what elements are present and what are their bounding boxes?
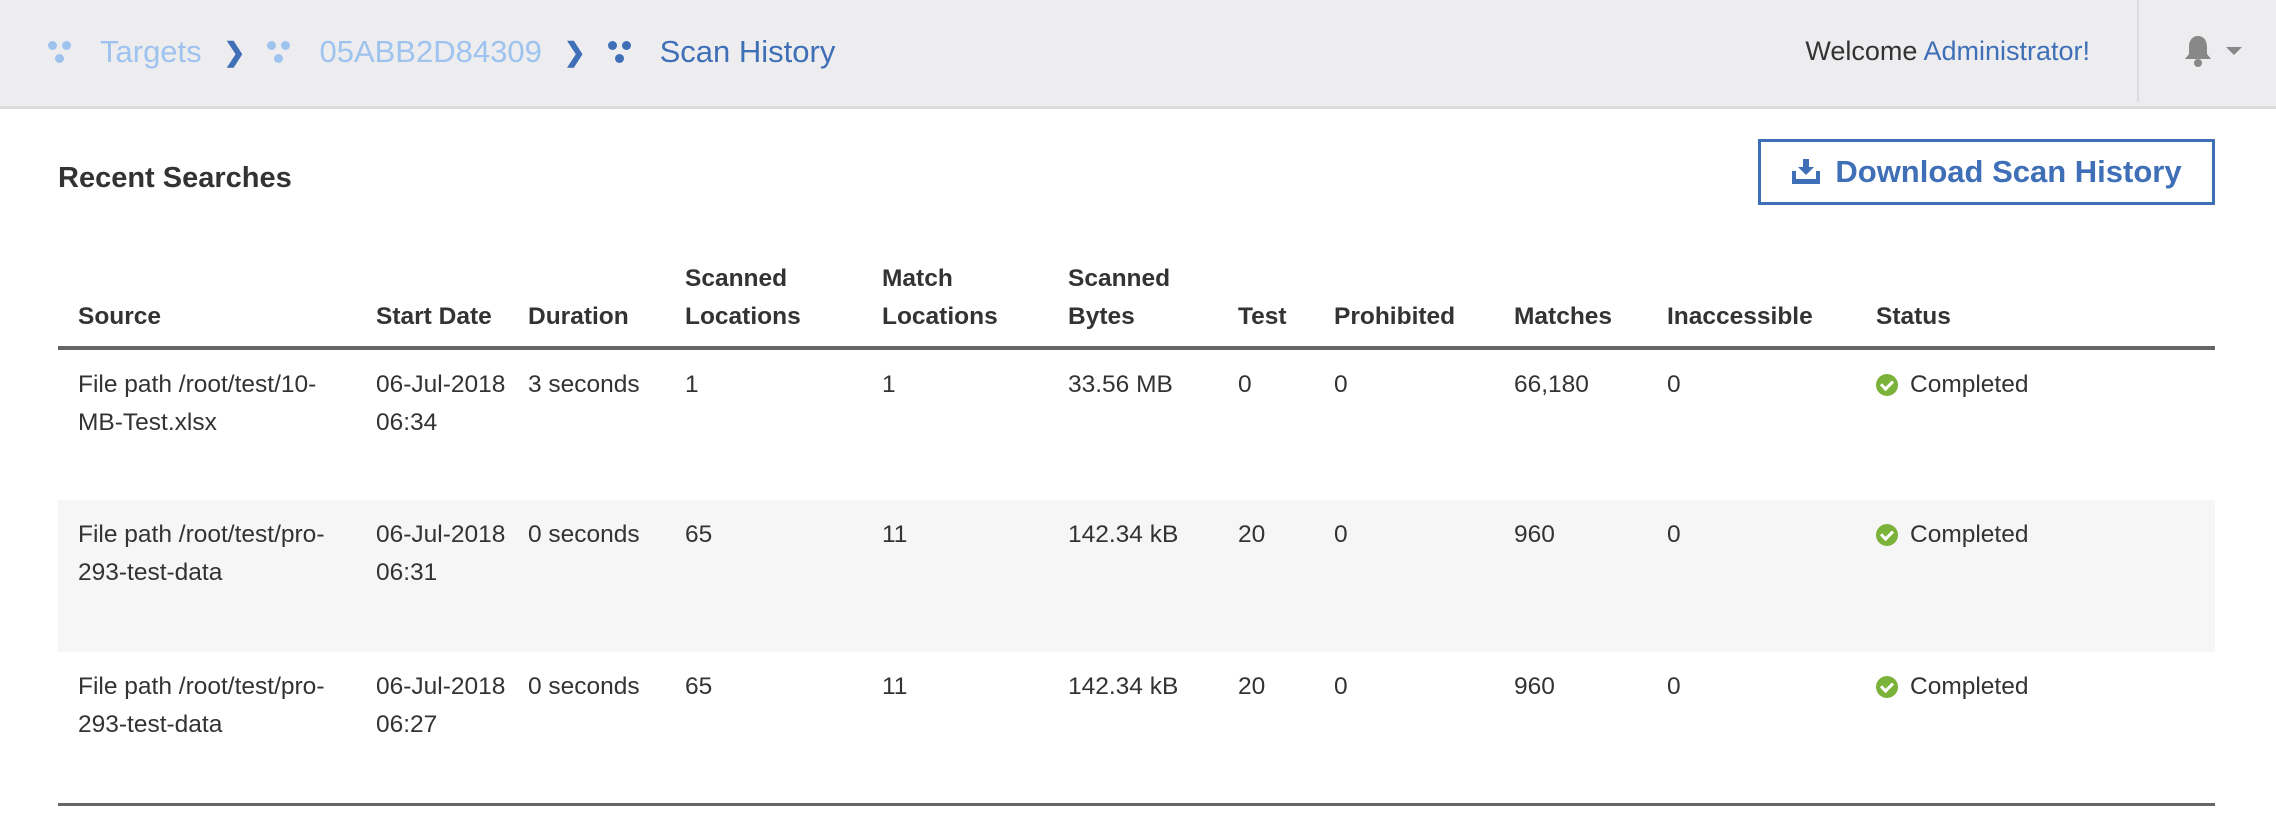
table-row[interactable]: File path /root/test/10-MB-Test.xlsx 06-J… [58, 348, 2215, 500]
table-cell: 0 [1647, 500, 1856, 652]
table-cell: 06-Jul-2018 06:34 [376, 371, 506, 436]
table-cell: 33.56 MB [1068, 371, 1173, 398]
table-cell: 1 [685, 371, 699, 398]
table-cell: 0 [1314, 500, 1494, 652]
top-bar: Targets ❯ 05ABB2D84309 ❯ Scan History We… [0, 0, 2276, 109]
status-badge: Completed [1876, 516, 2215, 554]
download-label: Download Scan History [1835, 154, 2182, 189]
table-cell: 20 [1218, 652, 1314, 806]
table-cell: File path /root/test/pro-293-test-data [58, 500, 356, 652]
table-cell: File path /root/test/pro-293-test-data [58, 652, 356, 806]
status-badge: Completed [1876, 366, 2215, 404]
column-header[interactable]: Duration [508, 254, 665, 350]
target-icon [607, 37, 634, 67]
column-header[interactable]: Source [58, 254, 356, 350]
table-header-row: Source Start Date Duration Scanned Locat… [58, 254, 2215, 350]
breadcrumb-targets[interactable]: Targets [48, 34, 202, 70]
table-cell: Completed [1856, 500, 2215, 652]
page-title: Recent Searches [58, 162, 292, 194]
table-cell: 142.34 kB [1048, 652, 1218, 806]
status-text: Completed [1910, 673, 2029, 700]
table-cell: 1 [882, 371, 896, 398]
chevron-right-icon: ❯ [223, 36, 246, 67]
column-header[interactable]: Test [1218, 254, 1314, 350]
column-header[interactable]: Start Date [356, 254, 508, 350]
table-cell: 0 seconds [508, 652, 665, 806]
breadcrumb-target-id[interactable]: 05ABB2D84309 [267, 34, 542, 70]
table-cell: 65 [665, 652, 862, 806]
welcome-label: Welcome [1805, 36, 1918, 66]
table-cell: 0 [1667, 371, 1681, 398]
table-cell: 11 [862, 500, 1048, 652]
table-cell: Completed [1856, 652, 2215, 806]
table-cell: 11 [862, 652, 1048, 806]
table-cell: 66,180 [1514, 371, 1589, 398]
column-header[interactable]: Status [1856, 254, 2215, 350]
divider [2137, 0, 2139, 102]
table-cell: 06-Jul-2018 06:31 [356, 500, 508, 652]
check-circle-icon [1876, 374, 1898, 396]
column-header[interactable]: Scanned Locations [665, 254, 862, 350]
scan-history-table: Source Start Date Duration Scanned Locat… [58, 254, 2215, 806]
table-cell: 06-Jul-2018 06:27 [356, 652, 508, 806]
table-cell: 0 [1334, 371, 1348, 398]
target-icon [48, 37, 74, 67]
status-badge: Completed [1876, 668, 2215, 706]
column-header[interactable]: Prohibited [1314, 254, 1494, 350]
table-cell: 20 [1218, 500, 1314, 652]
column-header[interactable]: Matches [1494, 254, 1647, 350]
table-cell: 3 seconds [528, 371, 640, 398]
welcome-text: Welcome Administrator! [1805, 36, 2090, 67]
table-cell: 65 [665, 500, 862, 652]
status-text: Completed [1910, 521, 2029, 548]
breadcrumb-scan-history: Scan History [607, 34, 836, 70]
column-header[interactable]: Inaccessible [1647, 254, 1856, 350]
check-circle-icon [1876, 524, 1898, 546]
download-scan-history-button[interactable]: Download Scan History [1758, 139, 2215, 205]
breadcrumb-label: Targets [100, 34, 202, 69]
column-header[interactable]: Scanned Bytes [1048, 254, 1218, 350]
bell-icon[interactable] [2183, 34, 2213, 68]
breadcrumb-label: Scan History [659, 34, 836, 69]
table-cell: 0 seconds [508, 500, 665, 652]
check-circle-icon [1876, 676, 1898, 698]
breadcrumb: Targets ❯ 05ABB2D84309 ❯ Scan History [48, 34, 835, 70]
table-cell: 960 [1494, 500, 1647, 652]
table-row[interactable]: File path /root/test/pro-293-test-data 06… [58, 500, 2215, 652]
target-icon [267, 37, 293, 67]
table-cell: 0 [1647, 652, 1856, 806]
chevron-right-icon: ❯ [563, 36, 586, 67]
table-cell: Completed [1856, 348, 2215, 500]
table-row[interactable]: File path /root/test/pro-293-test-data 06… [58, 652, 2215, 806]
table-cell: 960 [1494, 652, 1647, 806]
breadcrumb-label: 05ABB2D84309 [319, 34, 542, 69]
status-text: Completed [1910, 371, 2029, 398]
table-cell: 142.34 kB [1048, 500, 1218, 652]
column-header[interactable]: Match Locations [862, 254, 1048, 350]
table-cell: 0 [1238, 371, 1252, 398]
chevron-down-icon[interactable] [2226, 47, 2242, 55]
user-link[interactable]: Administrator! [1923, 36, 2090, 66]
download-icon [1792, 159, 1821, 184]
table-cell: 0 [1314, 652, 1494, 806]
table-cell: File path /root/test/10-MB-Test.xlsx [78, 371, 317, 436]
